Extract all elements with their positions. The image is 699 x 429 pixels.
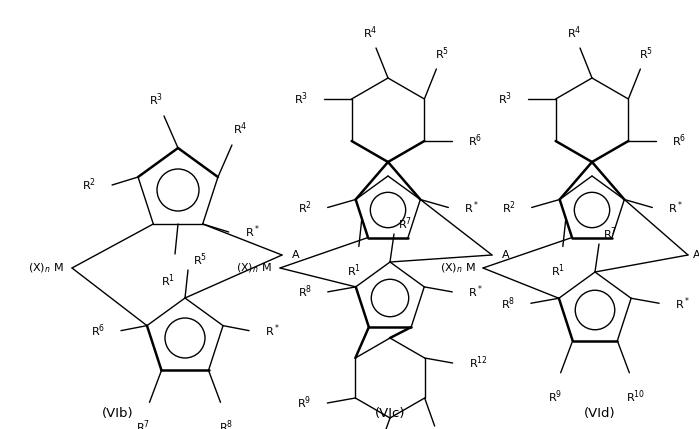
Text: R$^4$: R$^4$ bbox=[363, 25, 377, 41]
Text: R$^*$: R$^*$ bbox=[468, 284, 483, 300]
Text: R$^*$: R$^*$ bbox=[668, 199, 684, 216]
Text: R$^6$: R$^6$ bbox=[672, 133, 686, 149]
Text: A: A bbox=[292, 250, 300, 260]
Text: R$^9$: R$^9$ bbox=[547, 389, 562, 405]
Text: R$^5$: R$^5$ bbox=[640, 46, 654, 62]
Text: (VIb): (VIb) bbox=[102, 408, 134, 420]
Text: (VIc): (VIc) bbox=[375, 408, 405, 420]
Text: R$^*$: R$^*$ bbox=[245, 224, 259, 240]
Text: R$^{12}$: R$^{12}$ bbox=[468, 355, 488, 372]
Text: R$^6$: R$^6$ bbox=[468, 133, 482, 149]
Text: R$^8$: R$^8$ bbox=[298, 284, 312, 300]
Text: R$^4$: R$^4$ bbox=[233, 121, 247, 137]
Text: R$^{10}$: R$^{10}$ bbox=[626, 389, 645, 405]
Text: R$^3$: R$^3$ bbox=[498, 91, 512, 107]
Text: (X)$_n$ M: (X)$_n$ M bbox=[440, 261, 476, 275]
Text: R$^5$: R$^5$ bbox=[435, 46, 449, 62]
Text: R$^7$: R$^7$ bbox=[603, 226, 617, 242]
Text: R$^2$: R$^2$ bbox=[502, 199, 516, 216]
Text: R$^*$: R$^*$ bbox=[464, 199, 480, 216]
Text: R$^8$: R$^8$ bbox=[500, 295, 515, 311]
Text: R$^1$: R$^1$ bbox=[347, 263, 361, 279]
Text: R$^*$: R$^*$ bbox=[675, 295, 690, 311]
Text: (X)$_n$ M: (X)$_n$ M bbox=[236, 261, 272, 275]
Text: R$^2$: R$^2$ bbox=[298, 199, 312, 216]
Text: R$^7$: R$^7$ bbox=[136, 418, 150, 429]
Text: R$^8$: R$^8$ bbox=[219, 418, 233, 429]
Text: R$^9$: R$^9$ bbox=[297, 395, 311, 411]
Text: R$^5$: R$^5$ bbox=[193, 252, 207, 268]
Text: R$^1$: R$^1$ bbox=[161, 272, 175, 289]
Text: R$^4$: R$^4$ bbox=[567, 25, 581, 41]
Text: (VId): (VId) bbox=[584, 408, 616, 420]
Text: (X)$_n$ M: (X)$_n$ M bbox=[28, 261, 64, 275]
Text: R$^2$: R$^2$ bbox=[82, 177, 96, 193]
Text: R$^6$: R$^6$ bbox=[91, 322, 105, 339]
Text: R$^3$: R$^3$ bbox=[149, 92, 163, 108]
Text: A: A bbox=[502, 250, 510, 260]
Text: R$^1$: R$^1$ bbox=[551, 263, 565, 279]
Text: R$^7$: R$^7$ bbox=[398, 216, 412, 232]
Text: A: A bbox=[693, 250, 699, 260]
Text: R$^*$: R$^*$ bbox=[265, 322, 280, 339]
Text: R$^3$: R$^3$ bbox=[294, 91, 308, 107]
